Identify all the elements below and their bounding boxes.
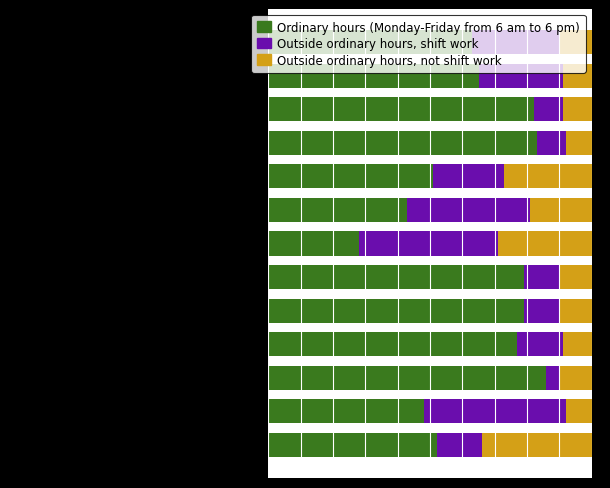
Bar (559, 31, 592, 55)
Bar (472, 31, 559, 55)
Bar (268, 366, 592, 390)
Bar (478, 64, 562, 89)
Bar (268, 433, 437, 457)
Bar (559, 299, 592, 323)
Bar (537, 131, 566, 156)
Bar (268, 131, 592, 156)
Bar (268, 433, 592, 457)
Bar (268, 399, 592, 424)
Bar (268, 131, 537, 156)
Bar (504, 165, 592, 189)
Bar (268, 199, 592, 223)
Bar (524, 299, 559, 323)
Bar (268, 332, 592, 357)
Bar (268, 265, 524, 289)
Bar (268, 299, 592, 323)
Bar (566, 399, 592, 424)
Bar (268, 332, 517, 357)
Bar (268, 399, 423, 424)
Bar (423, 399, 566, 424)
Bar (524, 265, 559, 289)
Bar (268, 31, 592, 55)
Bar (268, 98, 592, 122)
Bar (268, 64, 478, 89)
Bar (562, 64, 592, 89)
Bar (562, 98, 592, 122)
Bar (562, 332, 592, 357)
Bar (268, 31, 472, 55)
Bar (268, 232, 359, 256)
Bar (407, 199, 530, 223)
Bar (268, 366, 547, 390)
Bar (268, 98, 534, 122)
Bar (268, 265, 592, 289)
Bar (268, 165, 592, 189)
Bar (547, 366, 559, 390)
Bar (437, 433, 482, 457)
Bar (534, 98, 562, 122)
Bar (566, 131, 592, 156)
Bar (517, 332, 562, 357)
Bar (559, 265, 592, 289)
Bar (559, 366, 592, 390)
Bar (482, 433, 592, 457)
Bar (268, 165, 433, 189)
Bar (268, 232, 592, 256)
Bar (498, 232, 592, 256)
Bar (268, 64, 592, 89)
Bar (433, 165, 504, 189)
Bar (359, 232, 498, 256)
Legend: Ordinary hours (Monday-Friday from 6 am to 6 pm), Outside ordinary hours, shift : Ordinary hours (Monday-Friday from 6 am … (251, 16, 586, 73)
Bar (268, 199, 407, 223)
Bar (268, 299, 524, 323)
Bar (530, 199, 592, 223)
